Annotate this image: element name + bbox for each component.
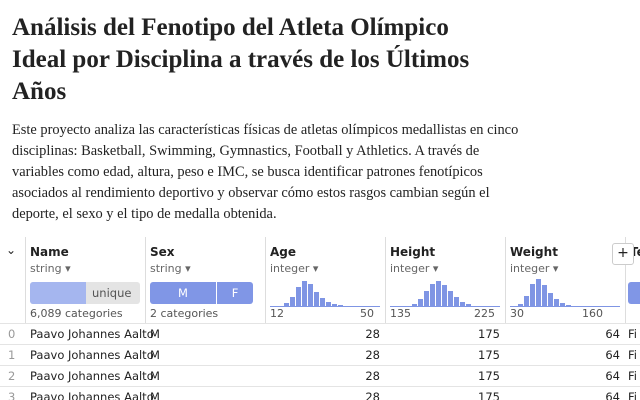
table-row[interactable]: 0 Paavo Johannes Aalto M 28 175 64 Fi [0, 323, 640, 345]
histogram [270, 281, 380, 307]
cell: Paavo Johannes Aalto [30, 369, 154, 383]
column-footer: 2 categories [150, 307, 219, 320]
range-min: 135 [390, 307, 411, 320]
separator [25, 237, 26, 323]
cell: 28 [365, 390, 380, 400]
type-label: integer [510, 262, 550, 275]
row-index: 2 [8, 369, 16, 383]
range-min: 30 [510, 307, 524, 320]
cell: 28 [365, 369, 380, 383]
collapse-toggle[interactable]: ⌄ [6, 243, 17, 257]
row-index: 3 [8, 390, 16, 400]
type-label: integer [270, 262, 310, 275]
cell: M [150, 327, 160, 341]
cell: 64 [605, 348, 620, 362]
unique-label: unique [92, 286, 132, 300]
cell: 28 [365, 327, 380, 341]
column-type[interactable]: string ▾ [150, 262, 191, 275]
cell: M [150, 348, 160, 362]
column-name[interactable]: Weight [510, 245, 558, 259]
column-name[interactable]: Age [270, 245, 297, 259]
cell: Paavo Johannes Aalto [30, 390, 154, 400]
data-table: ⌄ Name string ▾ unique 6,089 categories … [0, 237, 640, 400]
cell: Paavo Johannes Aalto [30, 348, 154, 362]
histogram [390, 281, 500, 307]
separator [265, 237, 266, 323]
column-type[interactable]: string ▾ [30, 262, 71, 275]
level-bar: M [150, 282, 216, 304]
separator [385, 237, 386, 323]
page-title: Análisis del Fenotipo del Atleta Olímpic… [12, 14, 470, 105]
cell: Fi [628, 327, 637, 341]
type-label: integer [390, 262, 430, 275]
row-index: 0 [8, 327, 16, 341]
summary-bar [628, 282, 640, 304]
cell: 28 [365, 348, 380, 362]
separator [505, 237, 506, 323]
column-type[interactable]: integer ▾ [390, 262, 439, 275]
cell: 64 [605, 369, 620, 383]
range-max: 50 [360, 307, 374, 320]
unique-fill [30, 282, 86, 304]
column-type[interactable]: integer ▾ [270, 262, 319, 275]
column-name[interactable]: Te [630, 245, 640, 259]
add-column-button[interactable]: + [612, 243, 634, 265]
separator [625, 237, 626, 323]
histogram [510, 279, 620, 307]
unique-bar: unique [30, 282, 140, 304]
table-row[interactable]: 1 Paavo Johannes Aalto M 28 175 64 Fi [0, 344, 640, 366]
cell: 64 [605, 327, 620, 341]
column-footer: 6,089 categories [30, 307, 123, 320]
column-type[interactable]: integer ▾ [510, 262, 559, 275]
separator [145, 237, 146, 323]
level-bar: F [217, 282, 253, 304]
cell: Fi [628, 390, 637, 400]
row-index: 1 [8, 348, 16, 362]
range-max: 225 [474, 307, 495, 320]
cell: Paavo Johannes Aalto [30, 327, 154, 341]
column-name[interactable]: Name [30, 245, 69, 259]
type-label: string [30, 262, 62, 275]
range-min: 12 [270, 307, 284, 320]
cell: 175 [478, 390, 500, 400]
cell: 175 [478, 327, 500, 341]
cell: 64 [605, 390, 620, 400]
column-name[interactable]: Height [390, 245, 436, 259]
cell: 175 [478, 369, 500, 383]
table-row[interactable]: 2 Paavo Johannes Aalto M 28 175 64 Fi [0, 365, 640, 387]
column-name[interactable]: Sex [150, 245, 175, 259]
cell: M [150, 390, 160, 400]
type-label: string [150, 262, 182, 275]
cell: Fi [628, 348, 637, 362]
cell: 175 [478, 348, 500, 362]
description: Este proyecto analiza las característica… [12, 122, 519, 222]
range-max: 160 [582, 307, 603, 320]
cell: Fi [628, 369, 637, 383]
table-row[interactable]: 3 Paavo Johannes Aalto M 28 175 64 Fi [0, 386, 640, 400]
cell: M [150, 369, 160, 383]
